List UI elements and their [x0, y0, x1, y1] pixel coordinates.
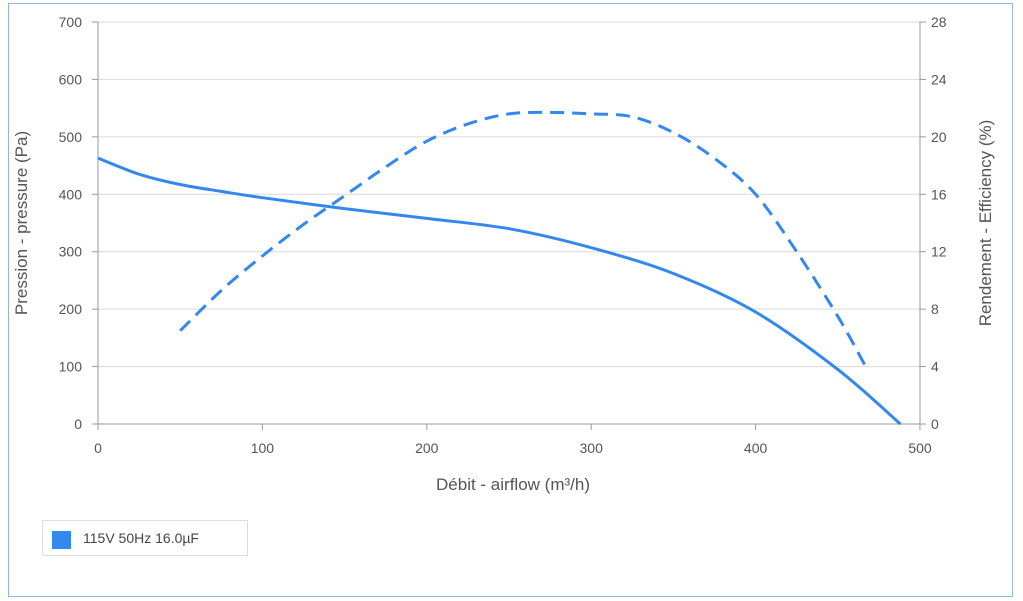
- y-left-tick-label: 200: [59, 301, 83, 317]
- x-tick-label: 0: [94, 440, 102, 456]
- pressure-curve: [97, 156, 902, 426]
- y-axis-right-title: Rendement - Efficiency (%): [976, 120, 995, 327]
- x-axis-title: Débit - airflow (m³/h): [436, 475, 590, 494]
- y-right-tick-label: 28: [931, 14, 947, 30]
- y-right-tick-label: 8: [931, 301, 939, 317]
- grid-layer: [98, 21, 920, 368]
- legend-label: 115V 50Hz 16.0µF: [83, 530, 199, 546]
- y-right-tick-label: 4: [931, 359, 939, 375]
- y-right-tick-label: 20: [931, 129, 947, 145]
- y-right-tick-label: 0: [931, 416, 939, 432]
- x-tick-label: 500: [908, 440, 932, 456]
- y-left-tick-label: 300: [59, 244, 83, 260]
- efficiency-curve: [179, 110, 868, 368]
- y-right-tick-label: 12: [931, 244, 947, 260]
- x-tick-label: 300: [580, 440, 604, 456]
- x-tick-label: 100: [251, 440, 275, 456]
- x-tick-label: 200: [415, 440, 439, 456]
- y-right-tick-label: 16: [931, 186, 947, 202]
- y-axis-left-title: Pression - pressure (Pa): [12, 131, 31, 315]
- legend[interactable]: 115V 50Hz 16.0µF: [42, 520, 248, 556]
- y-left-tick-label: 400: [59, 186, 83, 202]
- chart-frame: 0 0 100 4 200 8 300 12 400 16 500 20 600 24 700 28 0 100 2…: [8, 3, 1013, 597]
- y-left-tick-label: 700: [59, 14, 83, 30]
- legend-swatch-icon: [52, 531, 71, 549]
- y-left-tick-label: 600: [59, 71, 83, 87]
- y-left-tick-label: 0: [74, 416, 82, 432]
- series-layer: [97, 110, 902, 426]
- x-tick-label: 400: [744, 440, 768, 456]
- y-right-tick-label: 24: [931, 71, 947, 87]
- y-left-tick-label: 100: [59, 359, 83, 375]
- y-left-tick-label: 500: [59, 129, 83, 145]
